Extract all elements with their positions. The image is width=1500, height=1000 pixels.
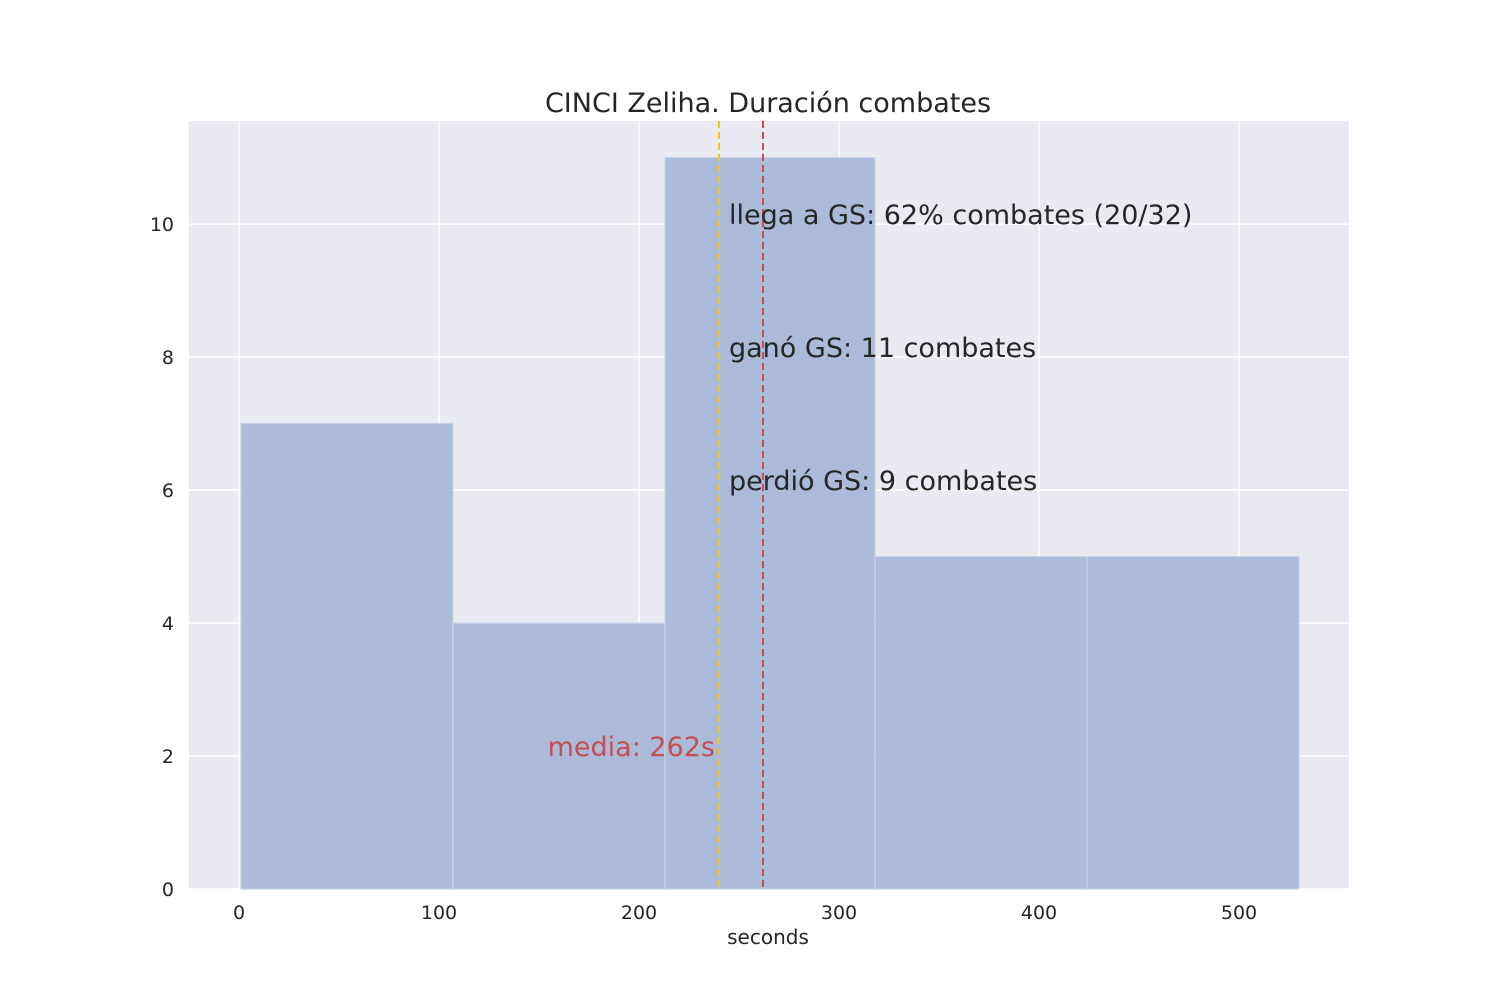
- annotation-text: llega a GS: 62% combates (20/32): [729, 200, 1192, 231]
- x-tick-label: 100: [421, 902, 457, 924]
- histogram-bars: [240, 156, 1300, 890]
- x-tick-label: 300: [821, 902, 857, 924]
- axis-ticks: 0 100 200 300 400 500 0 2 4 6 8 10: [150, 214, 1257, 924]
- y-tick-label: 2: [162, 746, 174, 768]
- reference-lines: [718, 121, 764, 889]
- chart-title: CINCI Zeliha. Duración combates: [545, 88, 991, 119]
- y-tick-label: 8: [162, 347, 174, 369]
- y-tick-label: 4: [162, 613, 174, 635]
- mean-label: media: 262s: [548, 732, 715, 763]
- annotation-text: ganó GS: 11 combates: [729, 333, 1036, 364]
- y-tick-label: 0: [162, 879, 174, 901]
- x-tick-label: 400: [1021, 902, 1057, 924]
- x-tick-label: 500: [1221, 902, 1257, 924]
- histogram-bar-5: [1086, 555, 1300, 890]
- x-axis-label: seconds: [727, 925, 809, 949]
- y-tick-label: 10: [150, 214, 174, 236]
- annotations: llega a GS: 62% combates (20/32) ganó GS:…: [548, 200, 1193, 763]
- y-tick-label: 6: [162, 480, 174, 502]
- histogram-bar-3: [664, 156, 876, 890]
- x-tick-label: 200: [621, 902, 657, 924]
- histogram-bar-4: [874, 555, 1088, 890]
- annotation-text: perdió GS: 9 combates: [729, 466, 1037, 497]
- histogram-bar-1: [240, 422, 454, 890]
- x-tick-label: 0: [233, 902, 245, 924]
